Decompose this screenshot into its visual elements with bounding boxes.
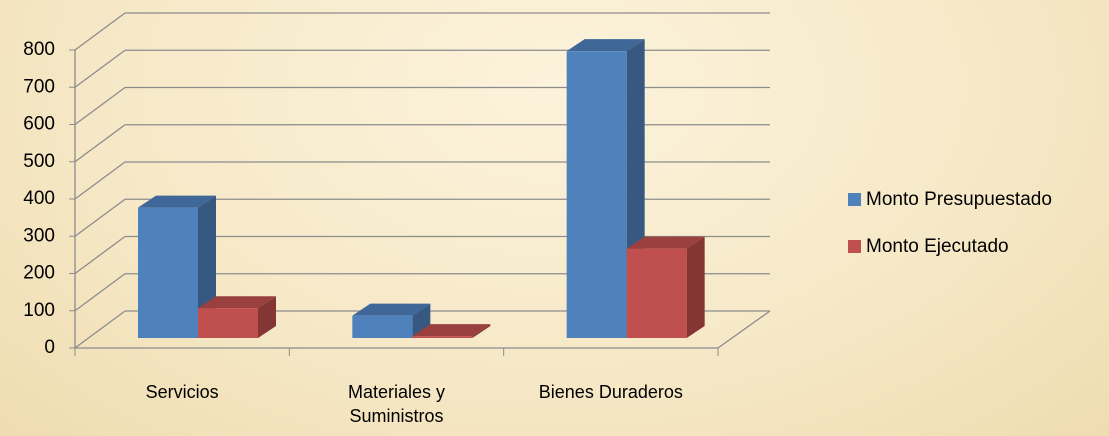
x-tick-label: Bienes Duraderos <box>538 382 683 402</box>
y-tick-label: 400 <box>23 188 55 209</box>
y-tick-label: 700 <box>23 76 55 97</box>
legend-swatch <box>848 240 861 253</box>
side-grid-line <box>74 235 126 275</box>
bar <box>198 308 258 338</box>
bar-side <box>258 296 276 338</box>
bar <box>566 51 627 339</box>
bar-top <box>352 303 431 316</box>
x-tick-label: Servicios <box>145 382 219 402</box>
y-tick-label: 800 <box>23 39 55 60</box>
side-grid-line <box>74 161 126 200</box>
bar-top <box>412 324 491 337</box>
bar <box>138 207 198 338</box>
bar-top <box>198 296 276 309</box>
bar-top <box>138 195 216 208</box>
side-grid-line <box>74 310 126 349</box>
y-tick-label: 600 <box>23 114 55 135</box>
side-grid-line <box>74 273 126 312</box>
bar-side <box>472 324 491 338</box>
y-tick-label: 200 <box>23 263 55 284</box>
side-grid-line <box>74 49 126 88</box>
side-grid-line <box>74 86 126 126</box>
bar-top <box>566 39 645 52</box>
y-tick-label: 500 <box>23 151 55 172</box>
bar-top <box>626 236 705 249</box>
y-tick-label: 100 <box>23 300 55 321</box>
side-grid-line <box>74 12 126 51</box>
bar <box>626 248 687 338</box>
side-grid-line <box>74 124 126 163</box>
legend-swatch <box>848 193 861 206</box>
bar <box>412 336 473 338</box>
legend-label: Monto Ejecutado <box>866 236 1009 257</box>
y-tick-label: 0 <box>44 337 55 358</box>
legend-label: Monto Presupuestado <box>866 189 1052 210</box>
floor-right <box>717 310 771 349</box>
side-grid-line <box>74 198 126 237</box>
x-tick-label: Materiales y Suministros <box>347 382 446 426</box>
bar-side <box>686 236 705 338</box>
bar-side <box>412 303 431 338</box>
y-tick-label: 300 <box>23 225 55 246</box>
bar <box>352 315 413 338</box>
